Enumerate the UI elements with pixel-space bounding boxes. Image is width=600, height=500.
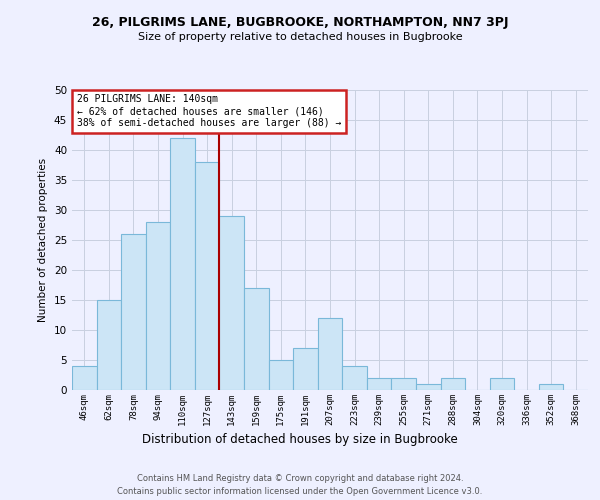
Text: Distribution of detached houses by size in Bugbrooke: Distribution of detached houses by size … xyxy=(142,432,458,446)
Bar xyxy=(146,222,170,390)
Bar xyxy=(195,162,220,390)
Bar xyxy=(342,366,367,390)
Text: Size of property relative to detached houses in Bugbrooke: Size of property relative to detached ho… xyxy=(137,32,463,42)
Bar xyxy=(293,348,318,390)
Bar xyxy=(269,360,293,390)
Bar xyxy=(244,288,269,390)
Bar xyxy=(220,216,244,390)
Text: Contains HM Land Registry data © Crown copyright and database right 2024.
Contai: Contains HM Land Registry data © Crown c… xyxy=(118,474,482,496)
Bar xyxy=(121,234,146,390)
Bar xyxy=(539,384,563,390)
Bar xyxy=(391,378,416,390)
Bar xyxy=(367,378,391,390)
Bar xyxy=(416,384,440,390)
Bar xyxy=(318,318,342,390)
Bar xyxy=(72,366,97,390)
Bar xyxy=(440,378,465,390)
Bar xyxy=(490,378,514,390)
Text: 26 PILGRIMS LANE: 140sqm
← 62% of detached houses are smaller (146)
38% of semi-: 26 PILGRIMS LANE: 140sqm ← 62% of detach… xyxy=(77,94,341,128)
Text: 26, PILGRIMS LANE, BUGBROOKE, NORTHAMPTON, NN7 3PJ: 26, PILGRIMS LANE, BUGBROOKE, NORTHAMPTO… xyxy=(92,16,508,29)
Bar xyxy=(170,138,195,390)
Bar xyxy=(97,300,121,390)
Y-axis label: Number of detached properties: Number of detached properties xyxy=(38,158,49,322)
